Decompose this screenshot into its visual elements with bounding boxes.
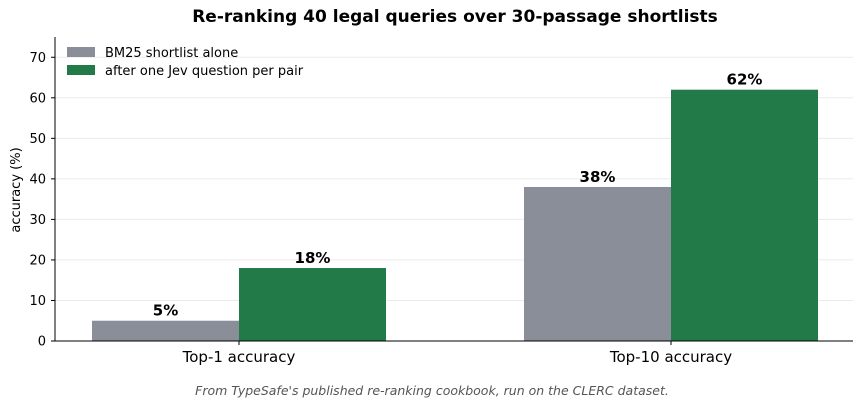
data-labels: 5% 18% 38% 62% [153,71,763,320]
axes [54,37,853,342]
bar-jev-top1 [239,268,386,341]
y-tick-label: 60 [29,91,46,106]
chart-title: Re-ranking 40 legal queries over 30-pass… [192,7,718,27]
bar-bm25-top1 [92,320,239,341]
y-tick-label: 10 [29,294,46,309]
y-tick-label: 20 [29,253,46,268]
legend-entry-1: after one Jev question per pair [105,64,304,79]
y-tick-label: 70 [29,51,46,66]
y-tick-label: 40 [29,172,46,187]
bars [92,89,818,342]
data-label: 38% [580,168,616,186]
y-ticks: 0 10 20 30 40 50 60 70 [29,51,55,350]
data-label: 62% [727,71,763,89]
y-tick-label: 0 [38,335,46,350]
y-axis-label: accuracy (%) [9,147,24,232]
legend-entry-0: BM25 shortlist alone [105,46,238,61]
y-tick-label: 30 [29,213,46,228]
legend: BM25 shortlist alone after one Jev questi… [67,46,304,79]
gridlines [55,56,853,301]
x-ticks: Top-1 accuracy Top-10 accuracy [182,341,732,366]
data-label: 5% [153,302,178,320]
data-label: 18% [295,249,331,267]
y-tick-label: 50 [29,132,46,147]
chart-caption: From TypeSafe's published re-ranking coo… [195,383,669,398]
bar-jev-top10 [671,89,818,342]
x-tick-label: Top-1 accuracy [182,348,296,366]
legend-swatch-0 [67,47,95,57]
x-tick-label: Top-10 accuracy [609,348,732,366]
legend-swatch-1 [67,65,95,75]
bar-bm25-top10 [524,186,671,341]
